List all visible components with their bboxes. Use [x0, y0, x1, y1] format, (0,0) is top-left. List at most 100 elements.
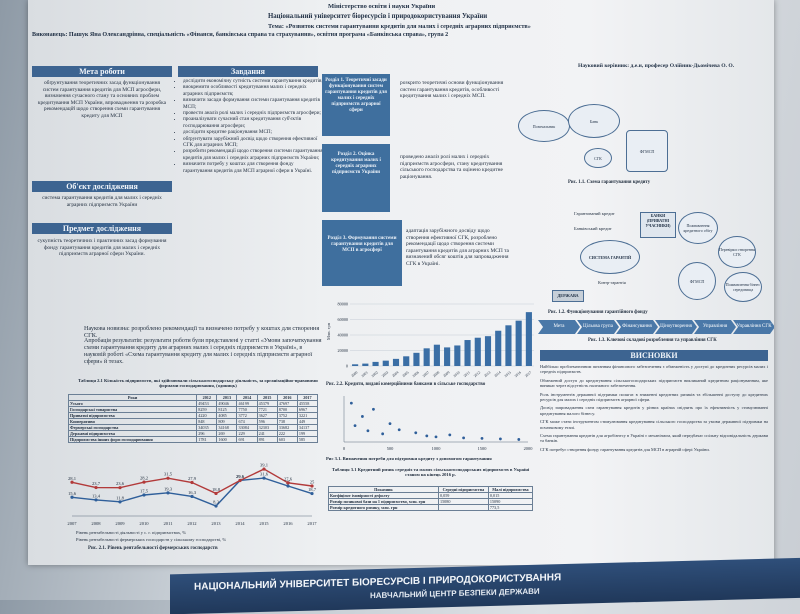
data-point	[142, 493, 146, 497]
x-tick-label: 2016	[283, 521, 293, 526]
scatter-point	[448, 433, 452, 437]
subject-text: сукупність теоретичних і практичних заса…	[37, 238, 167, 258]
x-tick-label: 2010	[139, 521, 149, 526]
task-item: визначити засади формування системи гара…	[183, 97, 323, 110]
sgk-node: СГК	[584, 148, 612, 168]
x-tick-label: 2003	[381, 370, 389, 378]
university-title: Національний університет біоресурсів і п…	[268, 13, 488, 20]
x-tick-label: 2005	[402, 370, 410, 378]
x-tick-label: 2008	[91, 521, 101, 526]
data-point	[118, 486, 122, 490]
conclusion-paragraph: Обмежений доступ до кредитування сільськ…	[540, 377, 768, 389]
data-point	[190, 480, 194, 485]
bar	[352, 364, 359, 366]
bar	[372, 361, 379, 366]
table-header-cell: Малі підприємства	[487, 486, 534, 493]
section-1-text: розкрито теоретичні основи функціонуванн…	[400, 80, 504, 100]
bar	[505, 325, 512, 366]
data-point	[70, 480, 74, 484]
data-label: 17,5	[140, 489, 149, 495]
data-label: 28,2	[140, 476, 149, 482]
chevron-step: Управління ризиками	[694, 320, 736, 334]
data-point	[166, 476, 170, 480]
task-item: визначити потребу у коштах для створення…	[183, 161, 323, 174]
bar	[403, 356, 410, 366]
data-label: 31,6	[260, 472, 269, 478]
author-line: Виконавець: Пашук Яна Олександрівна, спе…	[32, 32, 449, 38]
data-point	[262, 467, 266, 471]
table-header-cell: Середні підприємства	[437, 486, 489, 493]
x-tick-label: 2008	[432, 370, 440, 378]
x-tick-label: 2017	[524, 370, 532, 378]
data-label: 29,6	[236, 474, 245, 480]
section-1-title: Розділ 1. Теоретичні засади функціонуван…	[325, 78, 387, 113]
scatter-point	[434, 435, 438, 439]
bar-chart-title: Рис. 2.2. Кредити, видані комерційними б…	[326, 382, 486, 387]
bar	[525, 312, 532, 366]
footer-banner: НАЦІОНАЛЬНИЙ УНІВЕРСИТЕТ БІОРЕСУРСІВ І П…	[170, 557, 800, 614]
task-item: проаналізувати сучасний стан кредитуванн…	[183, 116, 323, 129]
supervisor-line: Науковий керівник: д.е.н, професер Олійн…	[578, 63, 735, 69]
bar	[464, 340, 471, 366]
bar	[392, 358, 400, 366]
x-tick-label: 2017	[307, 521, 317, 526]
y-tick-label: 20000	[338, 348, 348, 353]
data-point	[118, 500, 122, 504]
profitability-line-chart: 15,6 13,4 11,8 17,5 19,3 16,3 8,3 29,6 31,6 25 18,…	[67, 463, 317, 526]
conclusions-body: Найбільш проблематичним питанням фінансо…	[540, 364, 768, 455]
x-tick-label: 2000	[524, 446, 534, 451]
task-item: виокремити особливості кредитування мали…	[183, 84, 323, 97]
section-2-title: Розділ 2. Оцінка кредитування малих і се…	[331, 152, 381, 175]
x-tick-label: 2001	[361, 370, 369, 378]
diagram2-label-bank-credit: Банківський кредит	[574, 226, 612, 231]
table-row: Усього 49453 49046 46199 45379 47697 45558	[67, 400, 319, 407]
scatter-point	[388, 422, 392, 425]
data-label: 11,8	[116, 495, 125, 501]
bar	[515, 320, 522, 366]
section-3-title: Розділ 3. Формування системи гарантуванн…	[327, 236, 397, 253]
y-tick-label: 80000	[338, 302, 348, 307]
task-item: дослідити економічну сутність системи га…	[183, 78, 323, 84]
data-point	[286, 481, 290, 485]
data-label: 28,1	[68, 476, 77, 482]
conclusion-paragraph: СГК потребує створення фонду гарантуванн…	[540, 446, 710, 452]
x-tick-label: 2015	[504, 370, 512, 378]
conclusion-paragraph: Найбільш проблематичним питанням фінансо…	[540, 364, 768, 375]
y-tick-label: 0	[346, 364, 348, 369]
section-2-box	[322, 144, 390, 212]
bar	[413, 352, 420, 366]
data-label: 23,7	[92, 481, 101, 487]
bar	[454, 345, 461, 366]
footer-line-2: НАВЧАЛЬНИЙ ЦЕНТР БЕЗПЕКИ ДЕРЖАВИ	[370, 586, 540, 601]
approbation-text: Апробація результатів: результати роботи…	[84, 338, 322, 365]
conclusions-header: ВИСНОВКИ	[540, 350, 768, 361]
bar	[495, 330, 502, 366]
y-tick-label: 40000	[338, 333, 348, 338]
x-tick-label: 1500	[478, 446, 488, 451]
scatter-point	[381, 432, 385, 436]
data-point	[238, 478, 242, 483]
data-point	[262, 476, 266, 480]
scatter-point	[397, 428, 401, 432]
table-cell: 1781	[196, 436, 218, 443]
x-tick-label: 2006	[412, 370, 420, 378]
object-text: система гарантування кредитів для малих …	[42, 195, 162, 208]
table2-caption: Таблиця 3.1 Кредитний ризик середніх та …	[331, 467, 530, 478]
data-label: 39,1	[260, 463, 269, 469]
subject-header: Предмет дослідження	[32, 223, 172, 234]
bar	[474, 337, 481, 366]
scatter-point	[372, 407, 375, 411]
borrower-node: Позичальник	[518, 110, 570, 142]
data-label: 18,8	[212, 487, 221, 493]
table1-caption: Таблиця 2.1 Кількість підприємств, які з…	[78, 378, 318, 389]
data-point	[310, 484, 314, 488]
sgk-check-node: Перевірки створення СГК	[718, 236, 756, 268]
data-label: 16,3	[188, 490, 197, 496]
x-tick-label: 2014	[494, 370, 502, 378]
table-cell: Підприємства інших форм господарювання	[67, 436, 198, 443]
x-tick-label: 0	[343, 446, 346, 451]
conclusion-paragraph: Роль інструментів державної підтримки по…	[540, 391, 768, 403]
bar	[382, 360, 389, 366]
scatter-point	[349, 401, 353, 405]
